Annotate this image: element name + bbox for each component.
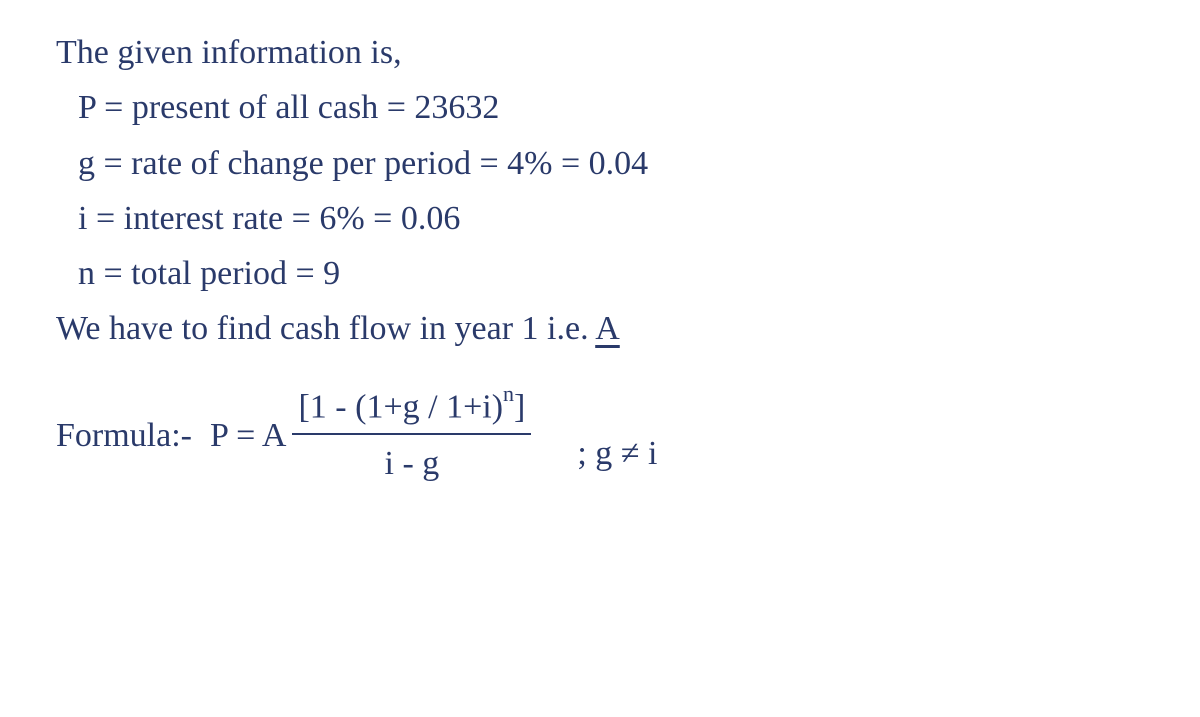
formula-row: Formula:- P = A [1 - (1+g / 1+i)n] i - g… [56,382,1170,489]
task-prefix: We have to find cash flow in year 1 i.e. [56,310,595,347]
formula-condition: ; g ≠ i [577,429,657,488]
definition-n: n = total period = 9 [56,249,1170,298]
definition-i: i = interest rate = 6% = 0.06 [56,194,1170,243]
formula-fraction: [1 - (1+g / 1+i)n] i - g [292,382,531,489]
formula-numerator: [1 - (1+g / 1+i)n] [292,382,531,436]
numerator-close: ] [514,388,525,425]
formula-label: Formula:- [56,411,192,460]
task-line: We have to find cash flow in year 1 i.e.… [56,304,1170,353]
numerator-body: [1 - (1+g / 1+i) [298,388,503,425]
intro-text: The given information is, [56,28,1170,77]
numerator-exponent: n [503,381,514,406]
definition-p: P = present of all cash = 23632 [56,83,1170,132]
formula-denominator: i - g [385,435,440,488]
formula-lead: P = A [210,411,287,460]
task-variable: A [595,310,620,347]
definition-g: g = rate of change per period = 4% = 0.0… [56,139,1170,188]
